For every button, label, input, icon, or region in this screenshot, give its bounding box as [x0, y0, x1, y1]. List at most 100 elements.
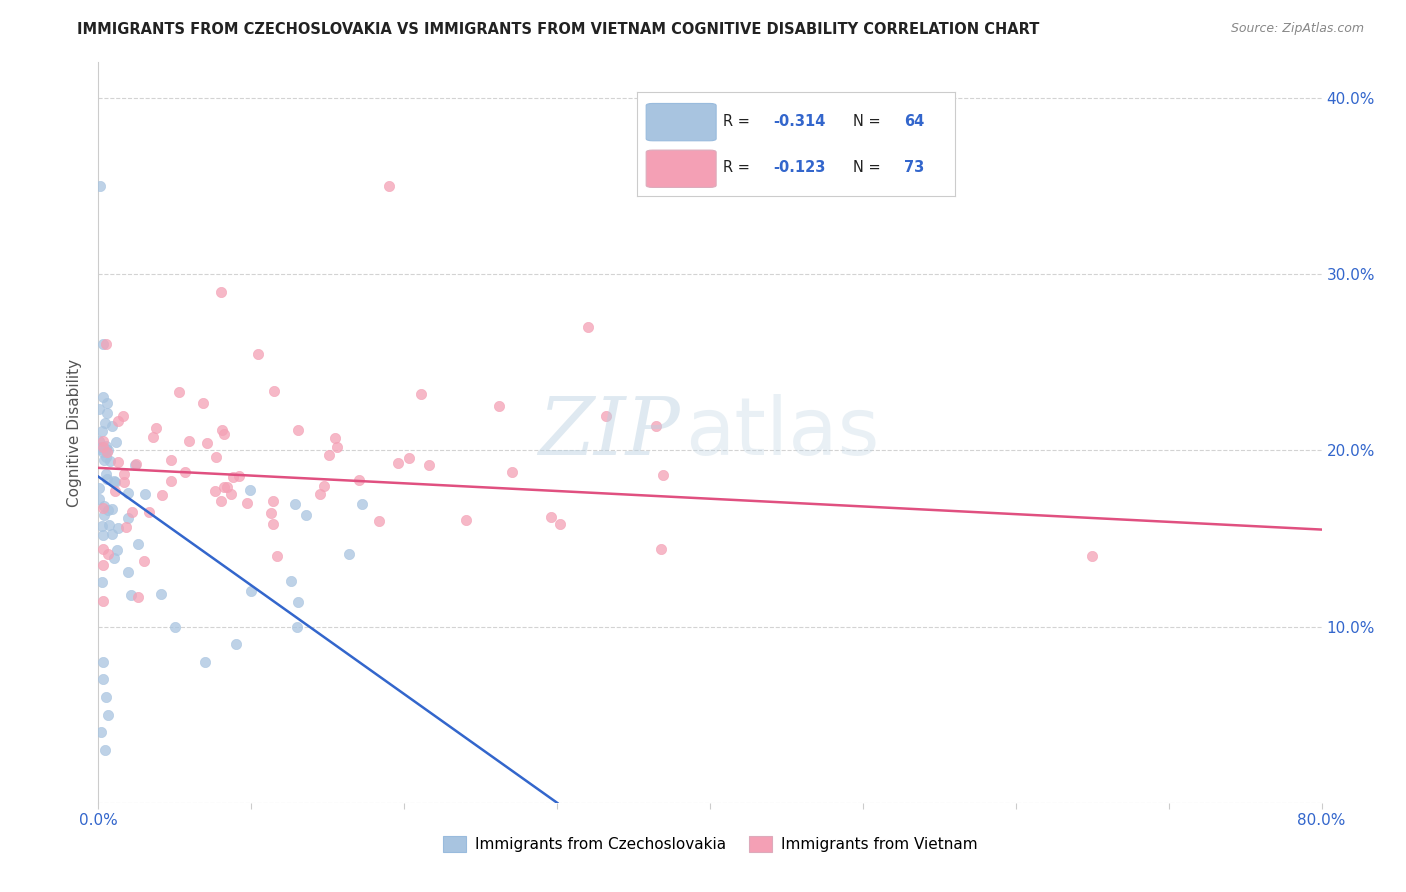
- Point: [94, 442, 117, 456]
- Point: [114, 475, 136, 489]
- Point: [240, 584, 263, 599]
- Point: [91, 558, 114, 572]
- Point: [378, 178, 401, 193]
- Point: [103, 550, 125, 565]
- Point: [105, 543, 128, 558]
- Point: [89, 481, 111, 495]
- Point: [127, 536, 149, 550]
- Point: [247, 347, 270, 361]
- Point: [94, 450, 117, 464]
- Point: [318, 448, 340, 462]
- Point: [90, 725, 112, 739]
- Point: [323, 431, 346, 445]
- Point: [228, 468, 250, 483]
- Point: [89, 492, 111, 507]
- Point: [160, 453, 183, 467]
- Point: [222, 470, 245, 484]
- Point: [117, 486, 139, 500]
- Point: [337, 547, 360, 561]
- Point: [93, 508, 115, 522]
- Point: [112, 409, 135, 424]
- Point: [117, 566, 139, 580]
- Point: [103, 474, 125, 488]
- Point: [104, 475, 127, 489]
- Point: [120, 589, 142, 603]
- Point: [280, 574, 302, 589]
- Point: [91, 655, 114, 669]
- Point: [159, 474, 181, 488]
- Point: [100, 418, 122, 433]
- Point: [204, 483, 226, 498]
- Point: [91, 500, 114, 515]
- Point: [93, 743, 115, 757]
- Point: [225, 637, 247, 651]
- Point: [309, 487, 332, 501]
- Point: [115, 520, 138, 534]
- Point: [576, 319, 599, 334]
- Point: [91, 337, 114, 351]
- Point: [287, 595, 309, 609]
- Point: [312, 479, 335, 493]
- Point: [540, 510, 562, 524]
- Text: atlas: atlas: [686, 393, 880, 472]
- Point: [97, 442, 120, 457]
- Point: [101, 502, 124, 516]
- Point: [138, 505, 160, 519]
- Point: [127, 590, 149, 604]
- Point: [398, 450, 420, 465]
- Point: [214, 479, 236, 493]
- Point: [101, 526, 124, 541]
- Point: [219, 487, 242, 501]
- Point: [287, 423, 309, 437]
- Point: [91, 519, 114, 533]
- Point: [239, 483, 262, 497]
- Point: [121, 505, 143, 519]
- Point: [285, 619, 308, 633]
- Point: [204, 450, 226, 464]
- Point: [132, 554, 155, 568]
- Point: [107, 414, 129, 428]
- Point: [94, 416, 117, 430]
- Point: [488, 399, 510, 413]
- Point: [295, 508, 318, 522]
- Point: [107, 455, 129, 469]
- Point: [409, 386, 432, 401]
- Point: [97, 547, 120, 561]
- Point: [142, 429, 165, 443]
- Point: [91, 575, 114, 590]
- Point: [235, 496, 257, 510]
- Point: [645, 419, 668, 434]
- Legend: Immigrants from Czechoslovakia, Immigrants from Vietnam: Immigrants from Czechoslovakia, Immigran…: [436, 830, 984, 858]
- Point: [352, 497, 374, 511]
- Point: [134, 487, 156, 501]
- Point: [91, 541, 114, 556]
- Point: [211, 423, 233, 437]
- Point: [112, 467, 135, 481]
- Point: [163, 619, 186, 633]
- Point: [117, 511, 139, 525]
- Point: [150, 488, 173, 502]
- Point: [191, 396, 214, 410]
- Point: [91, 390, 114, 404]
- Point: [326, 440, 349, 454]
- Point: [194, 655, 217, 669]
- Point: [212, 427, 235, 442]
- Point: [91, 593, 114, 607]
- Point: [89, 178, 111, 193]
- Point: [652, 467, 675, 482]
- Point: [94, 439, 117, 453]
- Point: [145, 421, 167, 435]
- Point: [91, 441, 114, 455]
- Point: [167, 384, 190, 399]
- Point: [177, 434, 200, 449]
- Point: [94, 690, 117, 704]
- Point: [91, 528, 114, 542]
- Point: [91, 444, 114, 458]
- Point: [215, 480, 238, 494]
- Point: [347, 473, 370, 487]
- Point: [98, 454, 121, 468]
- Point: [91, 673, 114, 687]
- Y-axis label: Cognitive Disability: Cognitive Disability: [67, 359, 83, 507]
- Point: [94, 337, 117, 351]
- Point: [107, 520, 129, 534]
